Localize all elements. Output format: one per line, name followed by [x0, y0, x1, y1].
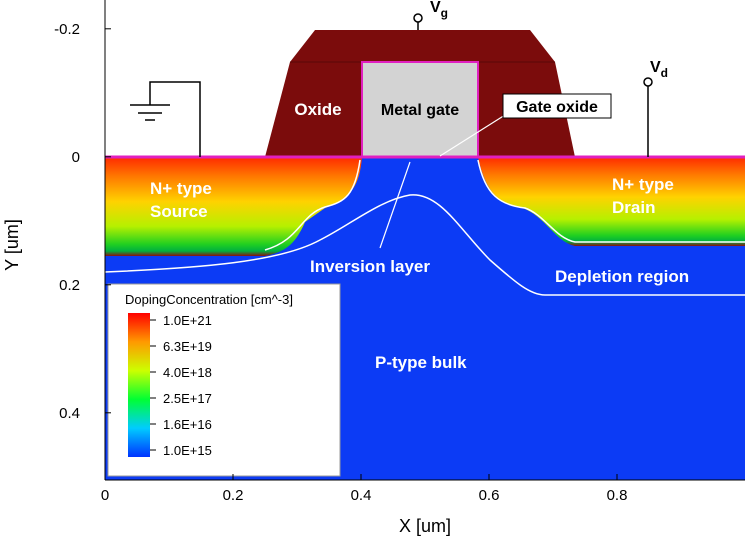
color-bar — [128, 313, 150, 457]
legend-label: 1.0E+15 — [163, 443, 212, 458]
gate-label: Metal gate — [381, 102, 459, 119]
gate-oxide-label: Gate oxide — [516, 99, 598, 116]
y-tick-label: -0.2 — [54, 21, 80, 38]
bulk-label: P-type bulk — [375, 353, 467, 372]
legend-label: 1.6E+16 — [163, 417, 212, 432]
depletion-label: Depletion region — [555, 267, 689, 286]
x-tick-label: 0.6 — [479, 487, 500, 504]
y-axis-label: Y [um] — [2, 219, 22, 271]
legend-title: DopingConcentration [cm^-3] — [125, 292, 293, 307]
vg-label: Vg — [430, 0, 448, 20]
drain-label: N+ type — [612, 175, 674, 194]
y-tick-label: 0.2 — [59, 277, 80, 294]
x-tick-label: 0.2 — [223, 487, 244, 504]
vd-label: Vd — [650, 59, 668, 80]
drain-label: Drain — [612, 198, 655, 217]
legend-label: 6.3E+19 — [163, 339, 212, 354]
legend-label: 1.0E+21 — [163, 313, 212, 328]
x-tick-label: 0 — [101, 487, 109, 504]
figure: Gate oxide Oxide Metal gate N+ type Sour… — [0, 0, 746, 546]
y-tick-label: 0 — [72, 149, 80, 166]
ground-symbol — [130, 82, 200, 157]
y-tick-label: 0.4 — [59, 405, 80, 422]
gate-terminal — [414, 14, 422, 22]
source-label: Source — [150, 202, 208, 221]
source-label: N+ type — [150, 179, 212, 198]
x-tick-label: 0.4 — [351, 487, 372, 504]
legend-label: 4.0E+18 — [163, 365, 212, 380]
inversion-label: Inversion layer — [310, 257, 430, 276]
oxide-label: Oxide — [294, 100, 341, 119]
x-tick-label: 0.8 — [607, 487, 628, 504]
legend-label: 2.5E+17 — [163, 391, 212, 406]
drain-terminal — [644, 78, 652, 86]
x-axis-label: X [um] — [399, 516, 451, 536]
